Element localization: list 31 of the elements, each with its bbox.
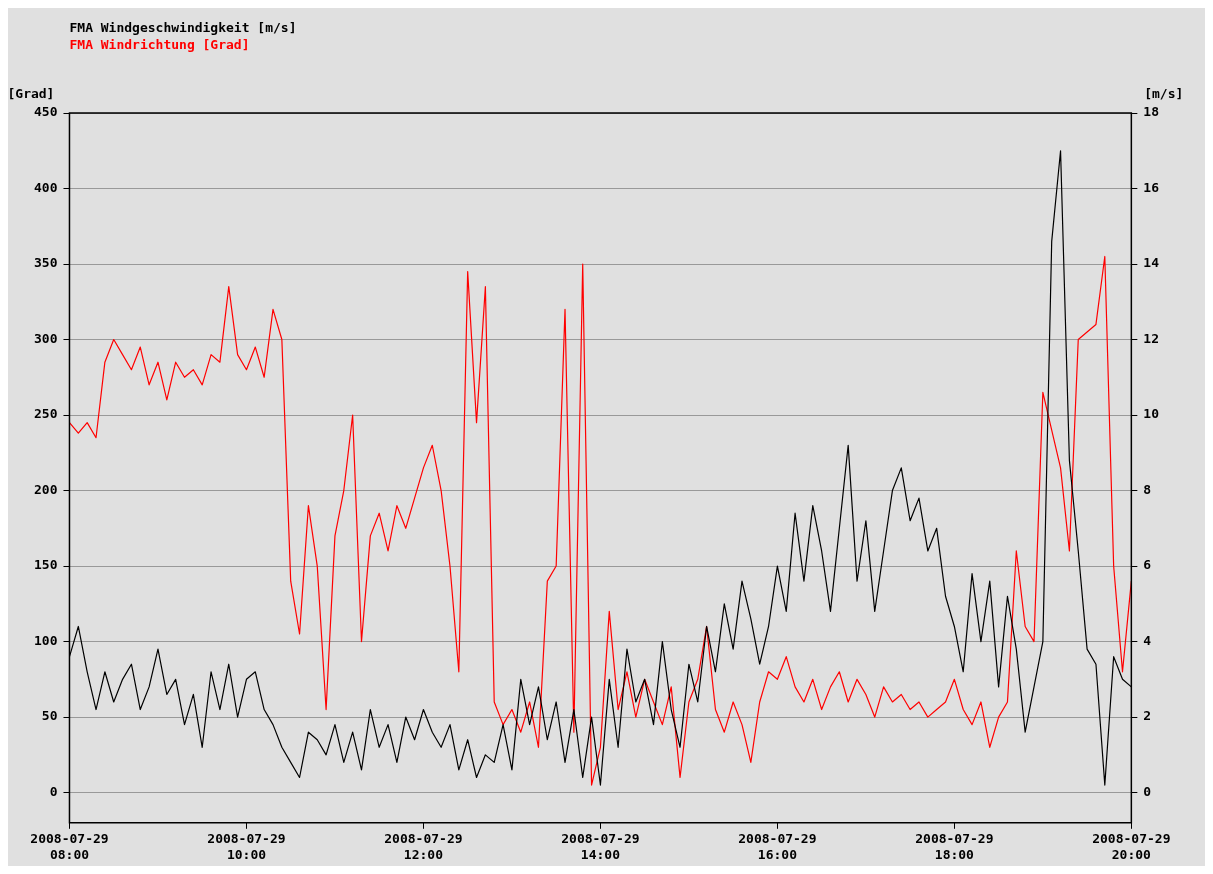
y2-axis-title: [m/s] (1144, 85, 1184, 101)
x-tick-label: 2008-07-29 16:00 (738, 830, 817, 862)
y2-tick-label: 10 (1143, 406, 1160, 422)
text: FMA Windrichtung [Grad] (69, 36, 250, 52)
y-tick-label: 450 (34, 104, 58, 120)
x-tick-label: 2008-07-29 12:00 (384, 830, 463, 862)
y-tick-label: 250 (34, 406, 58, 422)
y2-tick-label: 6 (1143, 557, 1152, 573)
y-tick-label: 0 (49, 783, 58, 799)
y-tick-label: 100 (34, 632, 58, 648)
y2-tick-label: 2 (1143, 708, 1152, 724)
y-tick-label: 350 (34, 255, 58, 271)
y2-tick-label: 18 (1143, 104, 1160, 120)
x-tick-label: 2008-07-29 08:00 (30, 830, 109, 862)
y-tick-label: 300 (34, 330, 58, 346)
x-tick-label: 2008-07-29 14:00 (561, 830, 640, 862)
y-axis-title: [Grad] (7, 85, 55, 101)
y2-tick-label: 12 (1143, 330, 1159, 346)
y2-tick-label: 16 (1143, 179, 1160, 195)
y2-tick-label: 4 (1143, 632, 1152, 648)
y2-tick-label: 0 (1143, 783, 1152, 799)
y2-tick-label: 14 (1143, 255, 1160, 271)
x-tick-label: 2008-07-29 18:00 (915, 830, 994, 862)
y-tick-label: 50 (41, 708, 58, 724)
text: FMA Windgeschwindigkeit [m/s] (69, 19, 297, 35)
x-tick-label: 2008-07-29 20:00 (1092, 830, 1171, 862)
y-tick-label: 400 (34, 179, 58, 195)
x-tick-label: 2008-07-29 10:00 (207, 830, 286, 862)
y2-tick-label: 8 (1143, 481, 1152, 497)
y-tick-label: 200 (34, 481, 58, 497)
y-tick-label: 150 (34, 557, 58, 573)
